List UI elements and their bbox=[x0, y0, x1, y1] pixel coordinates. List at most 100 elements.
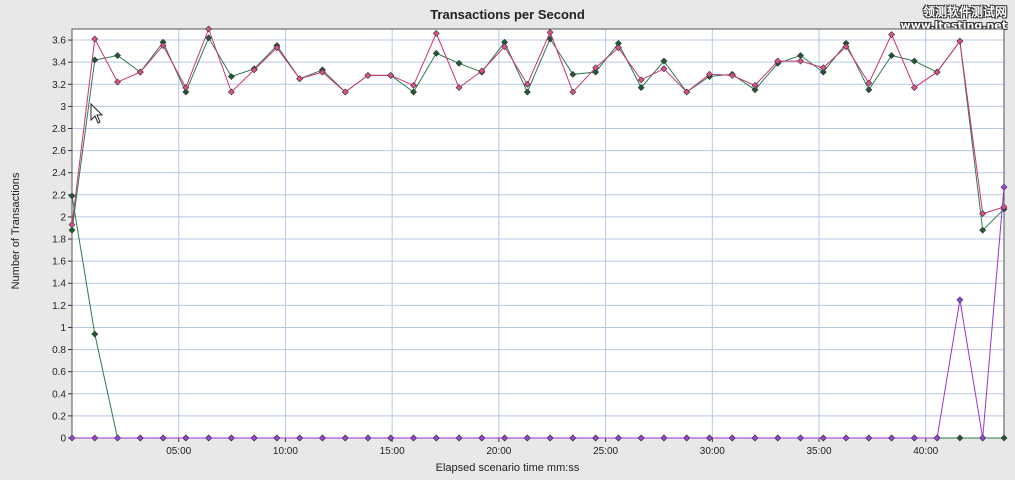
y-tick-label: 2.6 bbox=[52, 146, 66, 157]
series-2-point bbox=[614, 44, 622, 52]
series-4-point bbox=[387, 434, 395, 442]
x-tick-label: 10:00 bbox=[273, 446, 298, 457]
series-1-point bbox=[410, 88, 417, 96]
series-4-point bbox=[296, 434, 304, 442]
series-2-point bbox=[523, 80, 531, 88]
series-1-point bbox=[979, 226, 987, 234]
series-4-point bbox=[797, 434, 804, 442]
y-tick-label: 0.8 bbox=[52, 345, 66, 356]
series-2-point bbox=[546, 28, 554, 36]
series-2-point bbox=[273, 44, 281, 52]
series-2-point bbox=[68, 221, 76, 229]
y-tick-label: 1.8 bbox=[52, 235, 66, 246]
y-tick-label: 3 bbox=[60, 102, 66, 113]
chart-title: Transactions per Second bbox=[430, 7, 585, 22]
series-1-point bbox=[637, 84, 645, 92]
y-tick-label: 3.6 bbox=[52, 36, 66, 47]
series-2-point bbox=[136, 68, 144, 76]
series-4-point bbox=[455, 434, 463, 442]
y-tick-label: 0.2 bbox=[52, 411, 66, 422]
series-2-point bbox=[774, 57, 782, 65]
series-4-point bbox=[523, 434, 531, 442]
x-tick-label: 20:00 bbox=[486, 446, 511, 457]
y-tick-label: 1.2 bbox=[52, 301, 66, 312]
series-1-point bbox=[227, 73, 235, 80]
series-2-point bbox=[227, 88, 235, 96]
series-4-point bbox=[364, 434, 372, 442]
series-2-point bbox=[387, 72, 395, 79]
series-1-point bbox=[751, 86, 759, 94]
series-2-point bbox=[410, 81, 417, 89]
series-2-point bbox=[865, 79, 873, 87]
series-2-point bbox=[250, 66, 258, 74]
series-2-point bbox=[888, 31, 896, 38]
y-tick-label: 2.8 bbox=[52, 124, 66, 135]
series-4-point bbox=[159, 434, 167, 442]
series-2-point bbox=[660, 65, 668, 73]
series-2-point bbox=[501, 43, 508, 51]
series-2-point bbox=[592, 64, 600, 72]
y-tick-label: 0.4 bbox=[52, 389, 66, 400]
series-4-point bbox=[706, 434, 713, 442]
series-2-point bbox=[706, 70, 713, 78]
series-2-point bbox=[364, 72, 372, 79]
series-2-point bbox=[319, 68, 326, 76]
y-tick-label: 2 bbox=[60, 212, 66, 223]
series-4-point bbox=[888, 434, 896, 442]
series-2-point bbox=[637, 76, 645, 84]
series-2-point bbox=[205, 25, 213, 33]
series-4-point bbox=[614, 434, 622, 442]
series-2-point bbox=[455, 84, 463, 92]
x-tick-label: 05:00 bbox=[166, 446, 191, 457]
series-2-point bbox=[956, 37, 964, 45]
series-4-point bbox=[205, 434, 213, 442]
series-2-point bbox=[979, 210, 987, 218]
x-axis-label: Elapsed scenario time mm:ss bbox=[435, 462, 580, 474]
series-4-point bbox=[842, 434, 850, 442]
y-tick-label: 0 bbox=[60, 434, 66, 445]
series-2-point bbox=[728, 72, 736, 79]
series-4-point bbox=[865, 434, 873, 442]
y-tick-label: 1 bbox=[60, 323, 66, 334]
watermark-site-name: 领测软件测试网 bbox=[922, 5, 1007, 19]
series-2-point bbox=[842, 43, 850, 51]
series-2-line bbox=[71, 27, 1005, 225]
series-4-point bbox=[592, 434, 600, 442]
series-1-point bbox=[592, 68, 600, 76]
series-4-point bbox=[1000, 183, 1008, 191]
series-4-point bbox=[774, 434, 782, 442]
series-2-point bbox=[91, 35, 99, 43]
series-4-point bbox=[227, 434, 235, 442]
series-4-point bbox=[478, 434, 486, 442]
series-1-point bbox=[114, 52, 121, 59]
y-tick-label: 0.6 bbox=[52, 367, 66, 378]
series-4-line bbox=[72, 187, 1005, 439]
series-1-point bbox=[865, 86, 873, 94]
series-2-point bbox=[159, 42, 167, 50]
y-tick-label: 2.4 bbox=[52, 168, 66, 179]
series-4-point bbox=[637, 434, 645, 442]
y-tick-label: 1.4 bbox=[52, 279, 66, 290]
series-1-point bbox=[569, 70, 577, 78]
x-tick-label: 25:00 bbox=[593, 446, 618, 457]
x-tick-label: 35:00 bbox=[807, 446, 832, 457]
series-4-point bbox=[341, 434, 349, 442]
series-4-point bbox=[728, 434, 736, 442]
series-4-point bbox=[910, 434, 918, 442]
x-tick-label: 40:00 bbox=[913, 446, 938, 457]
series-4-point bbox=[250, 434, 258, 442]
x-tick-label: 15:00 bbox=[380, 446, 405, 457]
series-1-line bbox=[71, 36, 1005, 232]
series-1-point bbox=[68, 226, 76, 234]
series-4-point bbox=[91, 434, 99, 442]
series-2-point bbox=[432, 29, 440, 37]
series-4-point bbox=[114, 434, 121, 442]
series-3-point bbox=[1000, 434, 1008, 442]
series-4-point bbox=[273, 434, 281, 442]
series-1-point bbox=[888, 52, 896, 59]
plot-area bbox=[72, 29, 1004, 438]
y-tick-label: 1.6 bbox=[52, 257, 66, 268]
series-4-point bbox=[136, 434, 144, 442]
series-4-point bbox=[819, 434, 827, 442]
